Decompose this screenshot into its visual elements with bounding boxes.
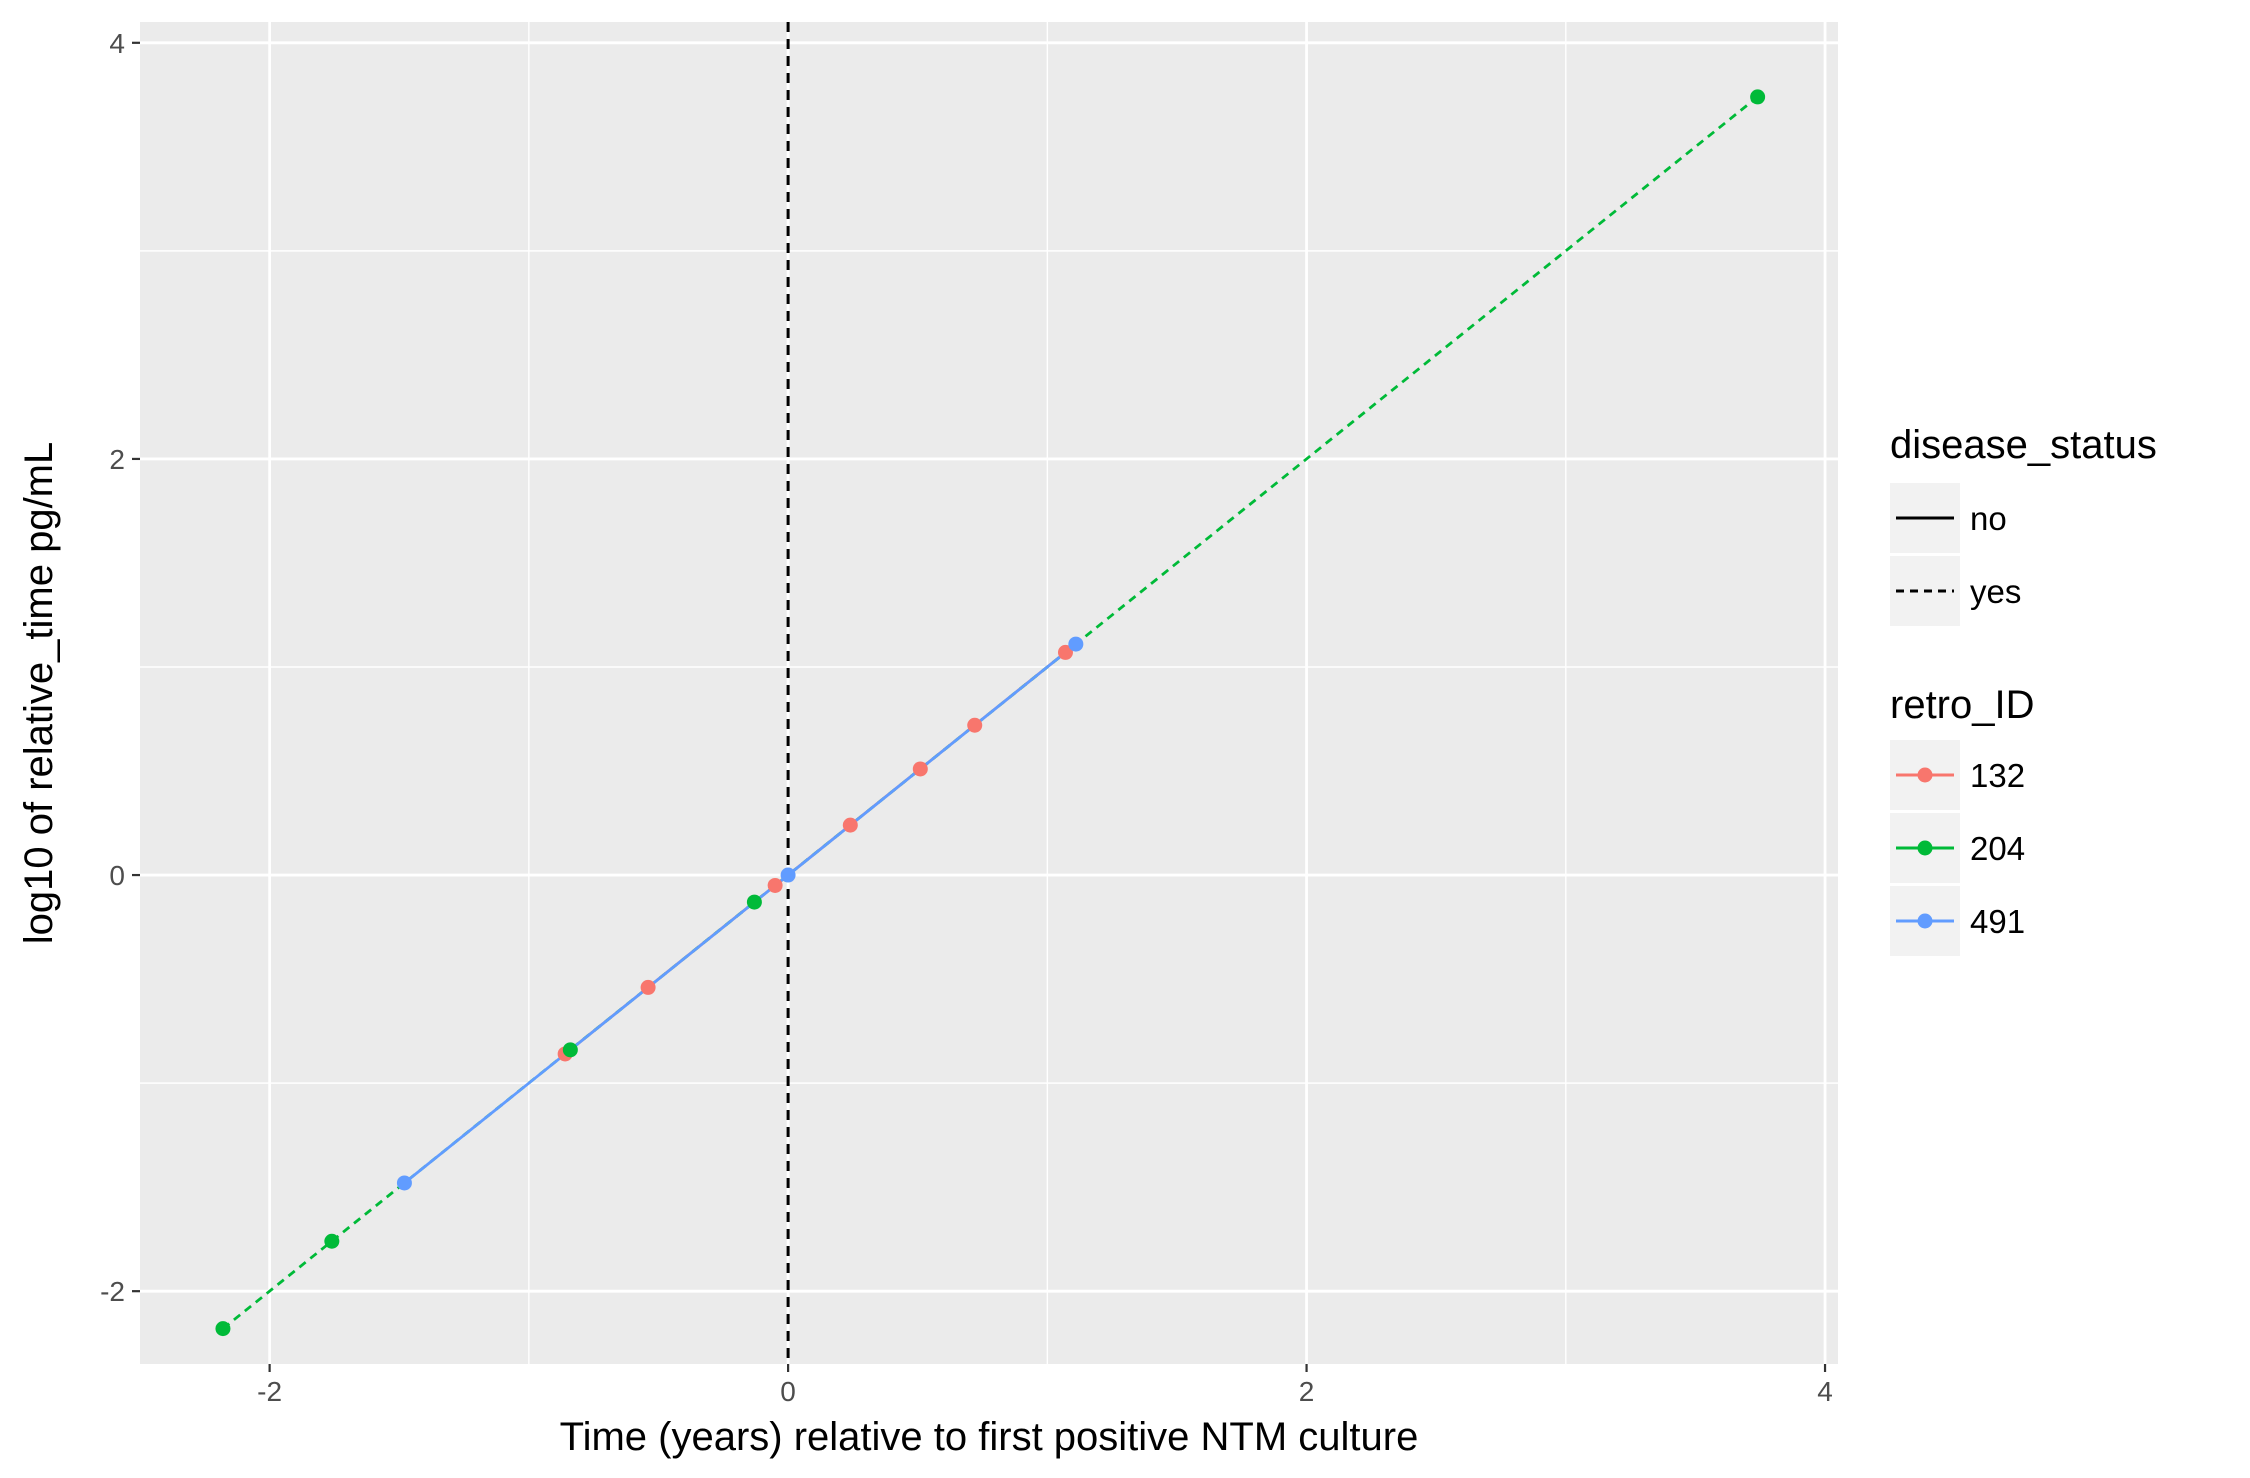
legend-title-retro-id: retro_ID [1890, 683, 2035, 727]
series-points [215, 89, 1766, 1337]
x-tick-label: 0 [780, 1376, 796, 1407]
point-204 [324, 1233, 340, 1249]
point-491 [396, 1175, 412, 1191]
point-204 [1750, 89, 1766, 105]
point-204 [746, 894, 762, 910]
x-tick-label: 2 [1299, 1376, 1315, 1407]
point-204 [215, 1321, 231, 1337]
legend-label-204: 204 [1970, 830, 2025, 867]
point-132 [912, 761, 928, 777]
legend-title-disease-status: disease_status [1890, 423, 2157, 467]
x-tick-label: 4 [1817, 1376, 1833, 1407]
legend-label-no: no [1970, 500, 2007, 537]
legend: disease_status no yes retro_ID 132 204 491 [1890, 423, 2157, 956]
legend-label-132: 132 [1970, 757, 2025, 794]
y-tick-label: -2 [100, 1276, 125, 1307]
legend-point-491 [1917, 913, 1933, 929]
legend-point-204 [1917, 840, 1933, 856]
axis-ticks [132, 41, 1827, 1372]
point-132 [640, 979, 656, 995]
series-line-204 [222, 95, 1759, 1330]
point-491 [780, 867, 796, 883]
y-tick-label: 0 [109, 860, 125, 891]
x-axis-title: Time (years) relative to first positive … [560, 1415, 1419, 1459]
y-axis-title: log10 of relative_time pg/mL [17, 442, 61, 945]
legend-label-yes: yes [1970, 573, 2021, 610]
grid-major [140, 22, 1838, 1364]
plot-panel [140, 22, 1838, 1364]
x-tick-label: -2 [257, 1376, 282, 1407]
tick-labels: -2 0 2 4 -2 0 2 4 [100, 28, 1833, 1407]
legend-color-entries: 132 204 491 [1890, 740, 2025, 956]
legend-linetype-entries: no yes [1890, 483, 2021, 626]
point-132 [967, 717, 983, 733]
legend-label-491: 491 [1970, 903, 2025, 940]
point-132 [842, 817, 858, 833]
y-tick-label: 2 [109, 444, 125, 475]
point-132 [1057, 644, 1073, 660]
grid-minor [140, 22, 1838, 1364]
y-tick-label: 4 [109, 28, 125, 59]
point-132 [767, 877, 783, 893]
point-491 [1068, 636, 1084, 652]
legend-point-132 [1917, 767, 1933, 783]
point-204 [562, 1042, 578, 1058]
